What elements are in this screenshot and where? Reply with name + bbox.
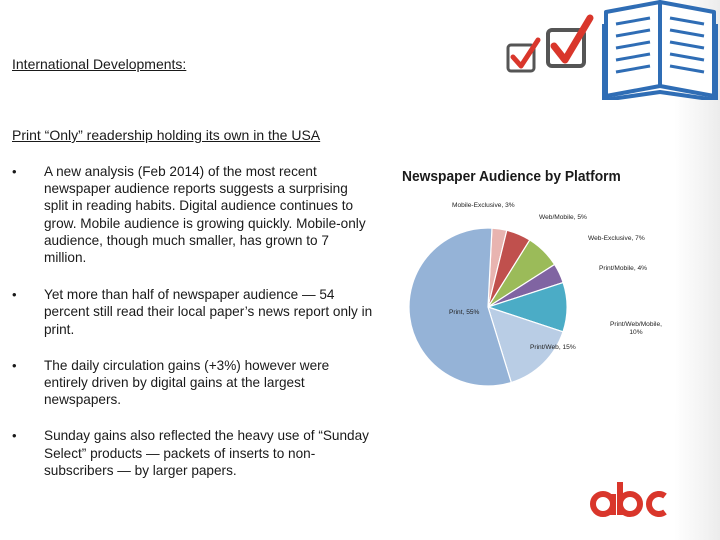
- pie-slice: [408, 227, 513, 387]
- bullet-text: Yet more than half of newspaper audience…: [44, 287, 373, 337]
- decorative-icons: [506, 0, 718, 100]
- bullet-text: Sunday gains also reflected the heavy us…: [44, 428, 369, 478]
- slide-heading: International Developments:: [12, 56, 187, 72]
- pie-chart-panel: Newspaper Audience by Platform Mobile-Ex…: [392, 158, 676, 414]
- bullet-text: The daily circulation gains (+3%) howeve…: [44, 357, 330, 408]
- slice-label-web-exclusive: Web-Exclusive, 7%: [588, 235, 645, 242]
- slice-label-print: Print, 55%: [449, 309, 480, 316]
- open-book-icon: [602, 0, 718, 100]
- bullet-dot: •: [12, 357, 17, 373]
- slice-label-print-web-mobile: Print/Web/Mobile, 10%: [610, 321, 662, 336]
- chart-title: Newspaper Audience by Platform: [402, 168, 621, 185]
- pie-slice: [487, 306, 564, 384]
- slide-subheading: Print “Only” readership holding its own …: [12, 127, 321, 143]
- slice-label-print-web: Print/Web, 15%: [530, 344, 576, 351]
- bullet-list: • A new analysis (Feb 2014) of the most …: [12, 163, 374, 479]
- slice-label-web-mobile: Web/Mobile, 5%: [539, 214, 587, 221]
- bullet-item: • Sunday gains also reflected the heavy …: [12, 427, 374, 479]
- pie-chart: [408, 227, 568, 387]
- bullet-item: • A new analysis (Feb 2014) of the most …: [12, 163, 374, 266]
- bullet-item: • Yet more than half of newspaper audien…: [12, 286, 374, 338]
- bullet-dot: •: [12, 428, 17, 444]
- checkbox-check-icon: [506, 37, 541, 73]
- bullet-text: A new analysis (Feb 2014) of the most re…: [44, 164, 366, 266]
- slice-label-mobile-exclusive: Mobile-Exclusive, 3%: [452, 202, 515, 209]
- slice-label-print-mobile: Print/Mobile, 4%: [599, 265, 648, 272]
- bullet-item: • The daily circulation gains (+3%) howe…: [12, 357, 374, 409]
- bullet-dot: •: [12, 287, 17, 303]
- bullet-dot: •: [12, 164, 17, 179]
- checkbox-check-icon: [546, 14, 594, 68]
- abc-logo: [590, 482, 667, 517]
